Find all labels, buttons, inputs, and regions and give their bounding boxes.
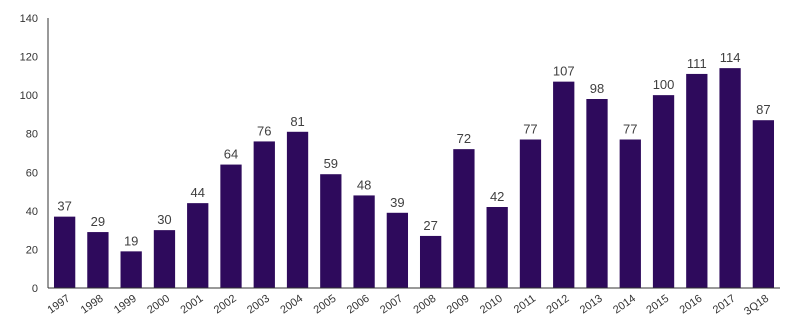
data-label-2014: 77 <box>623 122 637 137</box>
data-label-2004: 81 <box>290 114 304 129</box>
y-tick-label: 80 <box>26 129 38 141</box>
bar-1998 <box>87 232 109 288</box>
x-tick-label-2008: 2008 <box>411 293 438 317</box>
data-label-2010: 42 <box>490 189 504 204</box>
bars <box>53 68 775 289</box>
data-label-2013: 98 <box>590 81 604 96</box>
data-labels: 37 29 19 30 44 64 76 81 59 48 39 27 72 42 77 107 98 77 100… <box>57 50 770 248</box>
bar-2002 <box>220 164 242 288</box>
data-label-2003: 76 <box>257 123 271 138</box>
bar-2017 <box>719 68 741 288</box>
x-tick-label-1997: 1997 <box>45 293 72 317</box>
data-label-2012: 107 <box>553 64 575 79</box>
data-label-2011: 77 <box>523 122 537 137</box>
data-label-1997: 37 <box>57 199 71 214</box>
x-tick-label-2017: 2017 <box>711 293 738 317</box>
x-tick-label-2012: 2012 <box>545 293 572 317</box>
bar-2006 <box>353 195 375 288</box>
x-tick-label-2009: 2009 <box>445 293 472 317</box>
x-tick-label-2014: 2014 <box>611 293 638 317</box>
y-tick-label: 120 <box>20 52 38 64</box>
data-label-2016: 111 <box>687 56 707 71</box>
y-tick-label: 40 <box>26 206 38 218</box>
x-tick-label-2004: 2004 <box>278 293 305 317</box>
data-label-2005: 59 <box>324 156 338 171</box>
bar-2009 <box>453 149 475 288</box>
x-axis: 1997 1998 1999 2000 2001 2002 2003 2004 2005 2006… <box>45 287 780 318</box>
bar-1997 <box>53 216 76 288</box>
x-tick-label-2013: 2013 <box>578 293 605 317</box>
bar-2001 <box>187 203 209 288</box>
bar-2000 <box>153 230 176 288</box>
x-tick-label-2006: 2006 <box>345 293 372 317</box>
data-label-2009: 72 <box>457 131 471 146</box>
y-tick-label: 0 <box>32 283 38 295</box>
bar-2010 <box>486 207 508 288</box>
x-tick-label-2005: 2005 <box>312 293 339 317</box>
bar-2012 <box>553 81 575 288</box>
data-label-1998: 29 <box>91 214 105 229</box>
data-label-2017: 114 <box>720 50 741 65</box>
bar-2015 <box>652 95 675 288</box>
x-tick-label-2002: 2002 <box>212 293 239 317</box>
bar-2016 <box>686 73 708 289</box>
bar-2004 <box>286 131 309 288</box>
y-tick-label: 140 <box>20 13 38 25</box>
y-tick-label: 60 <box>26 167 38 179</box>
x-tick-label-2003: 2003 <box>245 293 272 317</box>
data-label-2015: 100 <box>653 77 675 92</box>
x-tick-label-2016: 2016 <box>678 293 705 317</box>
bar-2003 <box>253 141 275 288</box>
bar-2007 <box>386 212 409 288</box>
x-tick-label-2000: 2000 <box>145 293 172 317</box>
data-label-2000: 30 <box>157 212 171 227</box>
x-tick-label-1998: 1998 <box>79 293 106 317</box>
x-tick-label-2011: 2011 <box>512 293 538 316</box>
bar-2013 <box>586 99 608 288</box>
x-tick-label-2007: 2007 <box>378 293 405 317</box>
data-label-2008: 27 <box>423 218 437 233</box>
bar-2005 <box>320 174 342 288</box>
data-label-2002: 64 <box>224 147 238 162</box>
bar-2008 <box>419 235 442 288</box>
y-tick-label: 100 <box>20 90 38 102</box>
x-tick-label-1999: 1999 <box>112 293 139 317</box>
data-label-3Q18: 87 <box>756 102 770 117</box>
y-tick-label: 20 <box>26 244 38 256</box>
data-label-2007: 39 <box>390 195 404 210</box>
bar-1999 <box>120 251 142 288</box>
x-tick-label-3Q18: 3Q18 <box>742 293 771 318</box>
data-label-1999: 19 <box>124 233 138 248</box>
bar-2011 <box>519 139 542 288</box>
x-tick-label-2001: 2001 <box>179 293 206 317</box>
x-tick-label-2010: 2010 <box>478 293 505 317</box>
y-axis: 0 20 40 60 80 100 120 140 <box>20 13 49 295</box>
bar-2014 <box>619 139 641 288</box>
bar-3Q18 <box>752 120 775 289</box>
data-label-2001: 44 <box>190 185 204 200</box>
x-tick-label-2015: 2015 <box>644 293 671 317</box>
data-label-2006: 48 <box>357 177 371 192</box>
